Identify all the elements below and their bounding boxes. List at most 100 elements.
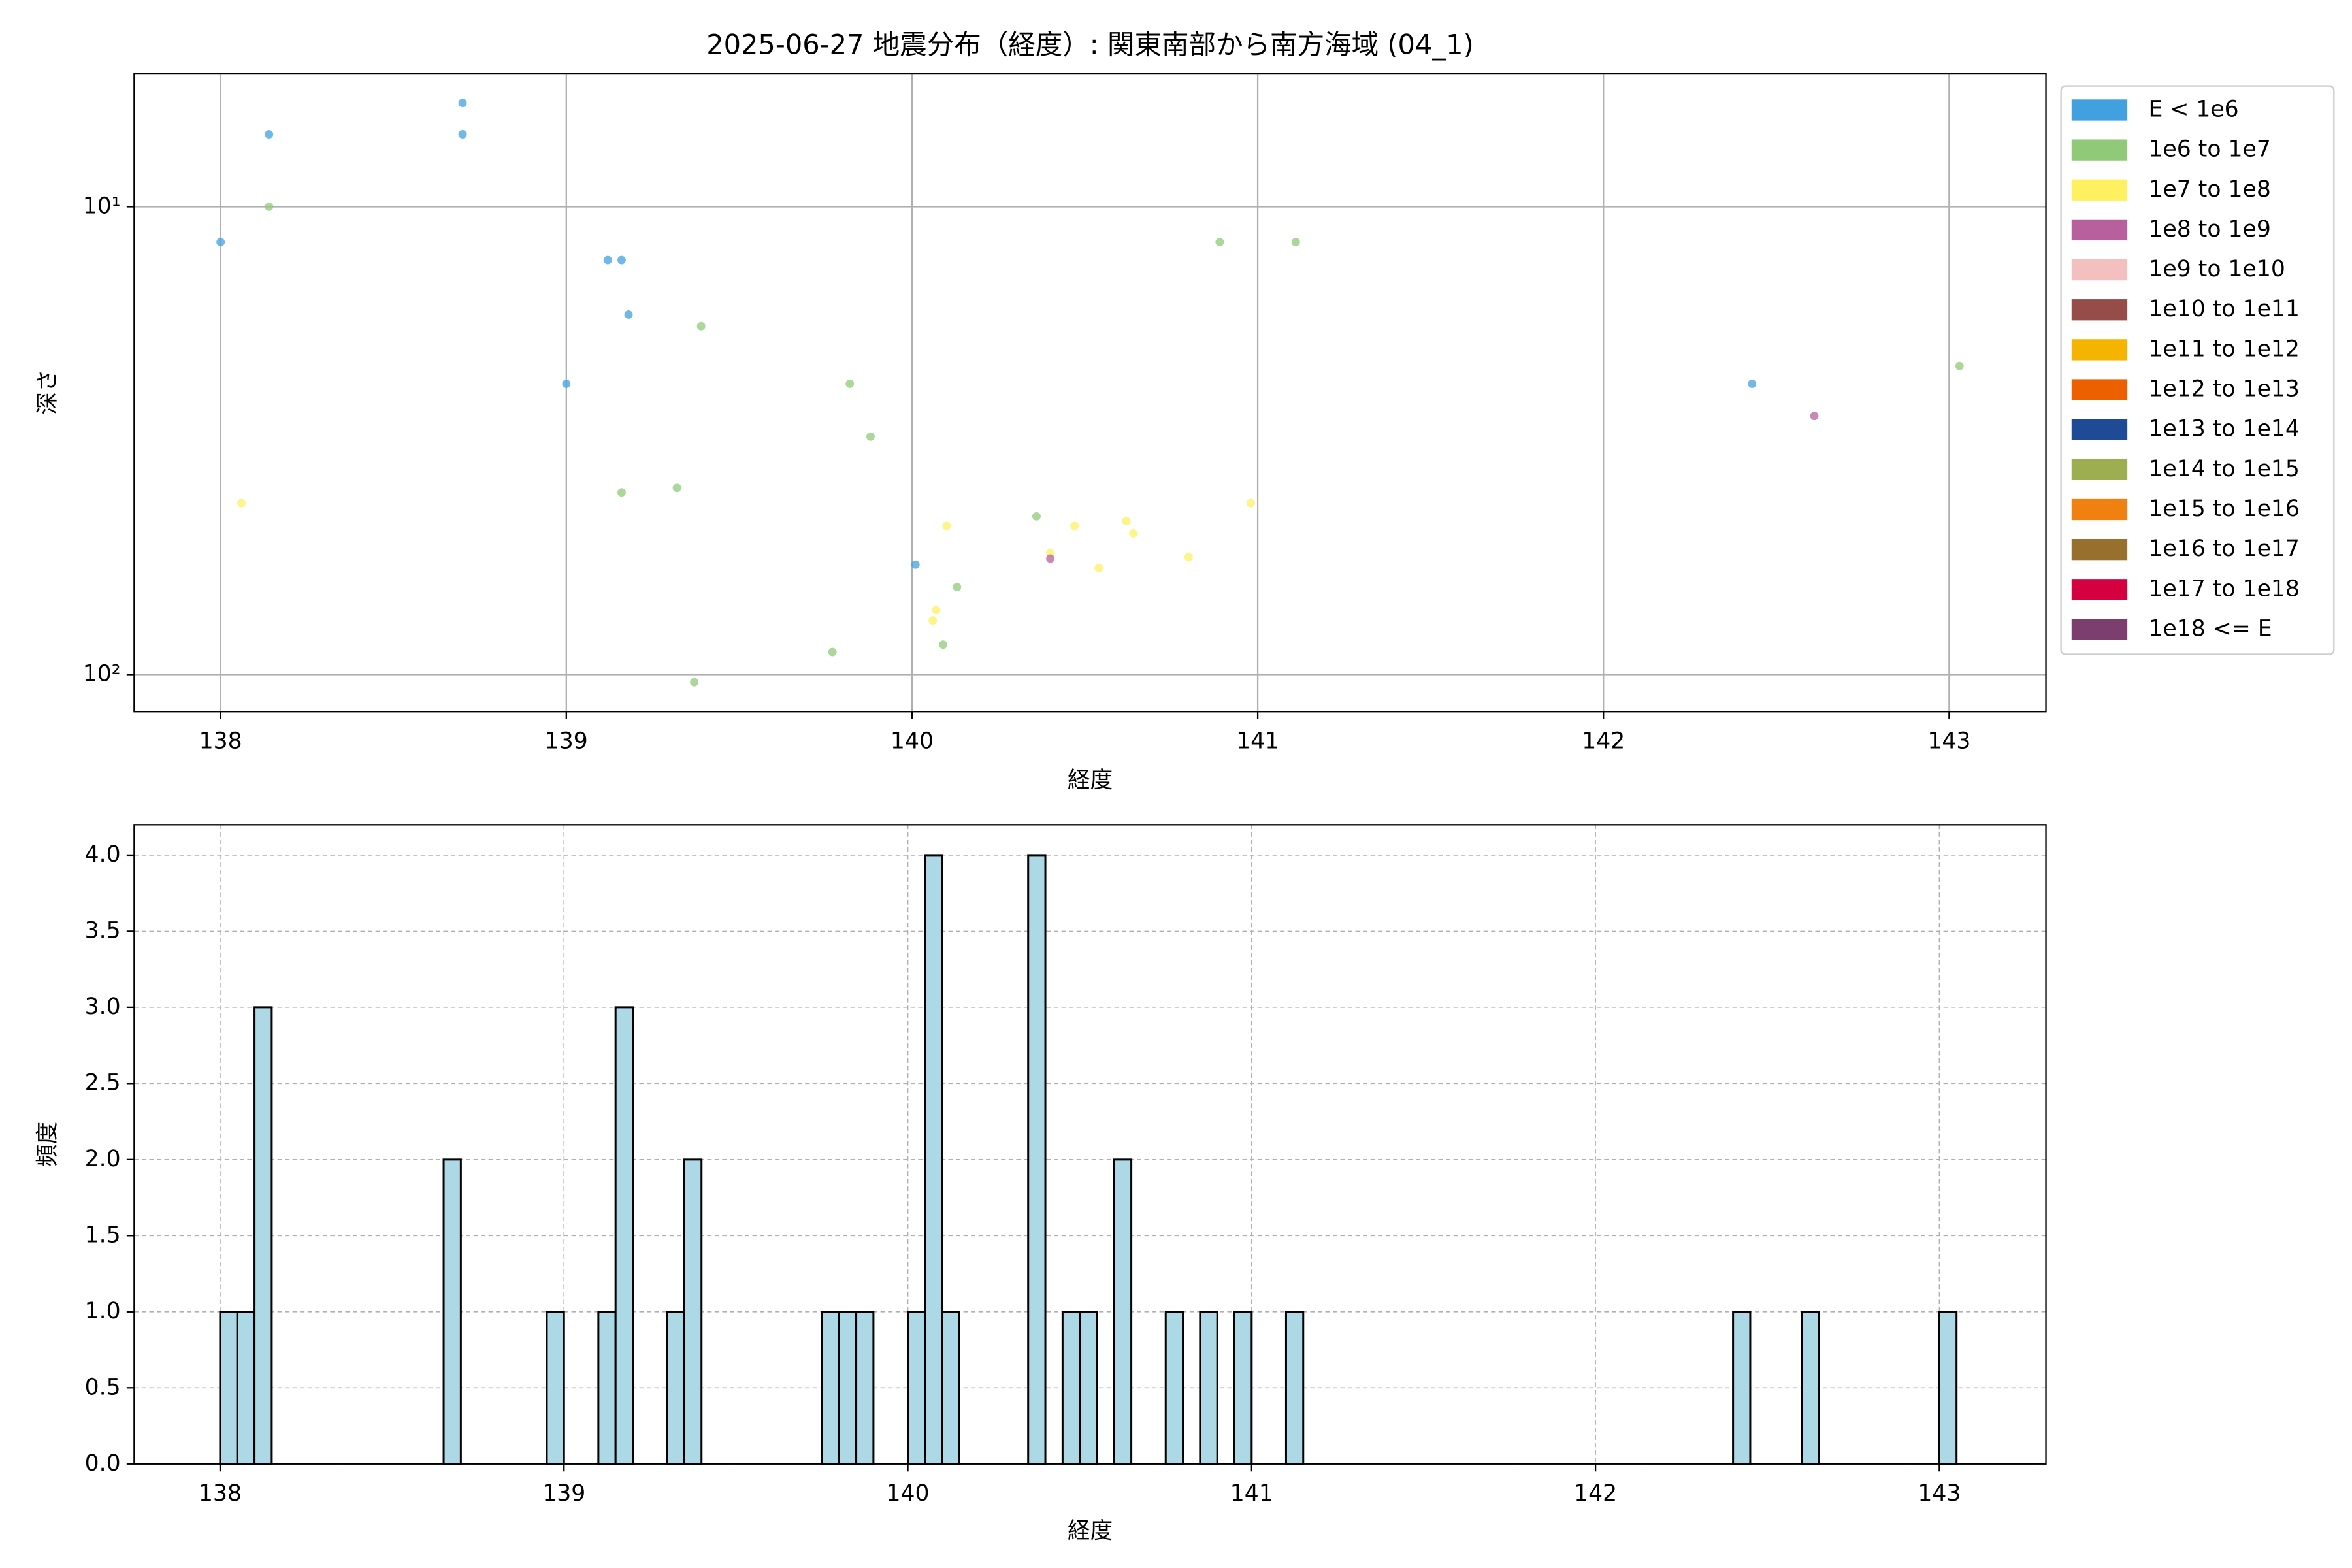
x-tick-label: 142: [1582, 728, 1625, 754]
point: [690, 678, 699, 687]
legend-label: 1e10 to 1e11: [2148, 296, 2299, 322]
x-axis-label: 経度: [1068, 1518, 1113, 1544]
x-tick-label: 140: [890, 728, 934, 754]
bar: [838, 1311, 858, 1465]
bar: [1233, 1311, 1253, 1465]
legend-label: 1e6 to 1e7: [2148, 137, 2270, 163]
legend-swatch: [2071, 579, 2128, 600]
point: [265, 130, 274, 139]
y-axis-label: 頻度: [35, 1122, 61, 1167]
legend-label: 1e14 to 1e15: [2148, 456, 2299, 482]
point: [696, 321, 706, 331]
legend-swatch: [2071, 498, 2128, 521]
point: [237, 498, 246, 508]
legend-box: [2060, 85, 2335, 655]
point: [953, 583, 962, 592]
bar: [236, 1311, 256, 1465]
point: [603, 255, 612, 265]
legend-swatch: [2071, 99, 2128, 121]
point: [828, 647, 837, 657]
plot-frame: [133, 824, 2047, 1465]
point: [1070, 521, 1079, 531]
legend-label: 1e9 to 1e10: [2148, 256, 2285, 282]
legend-swatch: [2071, 179, 2128, 201]
x-tick-label: 140: [886, 1480, 929, 1507]
point: [617, 255, 626, 265]
point: [1291, 238, 1300, 247]
legend-swatch: [2071, 339, 2128, 361]
bar: [1061, 1311, 1081, 1465]
legend-swatch: [2071, 379, 2128, 400]
legend-label: 1e11 to 1e12: [2148, 336, 2299, 362]
x-tick-label: 143: [1927, 728, 1970, 754]
legend-label: E < 1e6: [2148, 96, 2238, 122]
bar: [546, 1311, 565, 1465]
point: [1215, 238, 1224, 247]
bar: [253, 1006, 273, 1465]
bar: [1732, 1311, 1752, 1465]
point: [458, 130, 467, 139]
bar: [219, 1311, 238, 1465]
y-tick-label: 1.0: [85, 1298, 121, 1324]
y-tick-label: 0.5: [85, 1374, 121, 1400]
legend-swatch: [2071, 139, 2128, 161]
point: [216, 238, 225, 247]
point: [1748, 379, 1757, 388]
point: [458, 99, 467, 108]
point: [672, 483, 681, 493]
bar: [1113, 1158, 1133, 1465]
point: [1094, 564, 1103, 572]
point: [932, 606, 941, 615]
point: [1810, 412, 1819, 421]
point: [1032, 512, 1041, 521]
point: [1046, 554, 1055, 563]
bar: [821, 1311, 840, 1465]
y-tick-label: 3.0: [85, 994, 121, 1020]
point: [617, 488, 626, 497]
legend-label: 1e17 to 1e18: [2148, 576, 2299, 602]
point: [942, 521, 951, 531]
y-tick-label: 10¹: [83, 193, 121, 219]
y-tick-label: 2.5: [85, 1070, 121, 1096]
x-axis-label: 経度: [1068, 767, 1113, 793]
legend-label: 1e8 to 1e9: [2148, 216, 2270, 242]
bar: [1079, 1311, 1098, 1465]
bar: [941, 1311, 960, 1465]
bar: [1027, 854, 1047, 1465]
point: [1184, 553, 1193, 562]
x-tick-label: 139: [545, 728, 588, 754]
legend-label: 1e18 <= E: [2148, 615, 2272, 642]
x-tick-label: 138: [199, 1480, 242, 1507]
legend-swatch: [2071, 259, 2128, 281]
legend-label: 1e7 to 1e8: [2148, 176, 2270, 203]
legend-swatch: [2071, 219, 2128, 241]
y-tick-label: 4.0: [85, 841, 121, 868]
y-tick-label: 2.0: [85, 1146, 121, 1172]
x-tick-label: 138: [199, 728, 242, 754]
legend-swatch: [2071, 299, 2128, 321]
bar: [683, 1158, 703, 1465]
legend-label: 1e15 to 1e16: [2148, 496, 2299, 522]
bar: [924, 854, 943, 1465]
y-tick-label: 1.5: [85, 1222, 121, 1248]
bar: [907, 1311, 926, 1465]
bar: [1199, 1311, 1218, 1465]
bar: [614, 1006, 634, 1465]
bar: [1164, 1311, 1184, 1465]
legend-swatch: [2071, 419, 2128, 440]
legend-swatch: [2071, 539, 2128, 561]
point: [562, 379, 571, 388]
point: [845, 379, 855, 388]
legend-label: 1e16 to 1e17: [2148, 536, 2299, 562]
point: [939, 640, 948, 649]
x-tick-label: 139: [542, 1480, 585, 1507]
y-tick-label: 10²: [83, 661, 121, 687]
y-axis-label: 深さ: [35, 369, 61, 414]
bar: [1801, 1311, 1820, 1465]
x-tick-label: 141: [1230, 1480, 1273, 1507]
point: [1129, 529, 1138, 538]
bar: [855, 1311, 875, 1465]
point: [265, 202, 274, 211]
